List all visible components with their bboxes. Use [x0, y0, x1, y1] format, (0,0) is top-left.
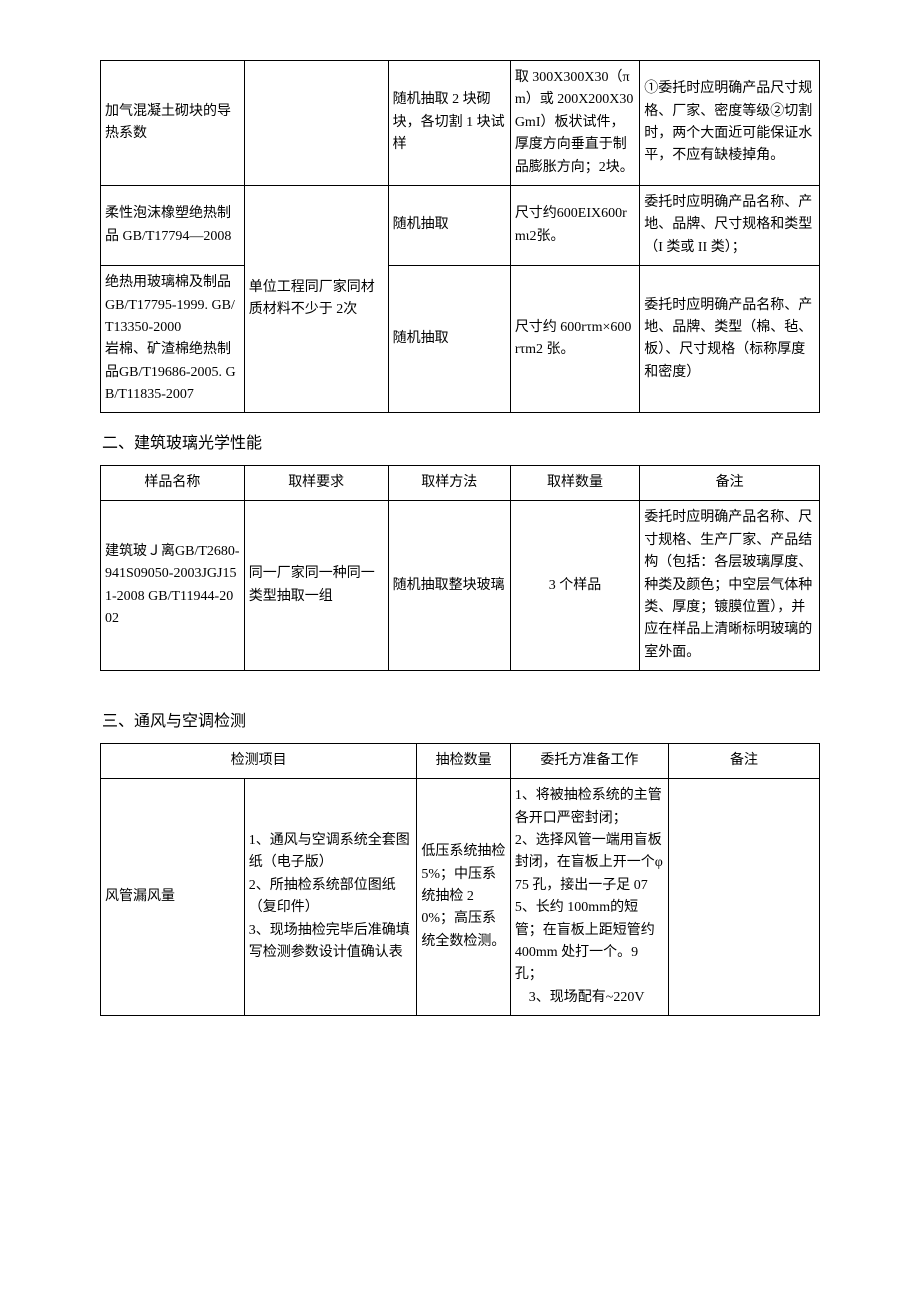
sample-remark: ①委托时应明确产品尺寸规格、厂家、密度等级②切割时，两个大面近可能保证水平，不应…	[640, 61, 820, 186]
sample-qty: 3 个样品	[510, 501, 639, 671]
section1-table: 加气混凝土砌块的导热系数 随机抽取 2 块砌块，各切割 1 块试样 取 300X…	[100, 60, 820, 413]
sample-method: 随机抽取整块玻璃	[388, 501, 510, 671]
sample-name: 柔性泡沫橡塑绝热制品 GB/T17794—2008	[101, 185, 245, 265]
section2-table: 样品名称 取样要求 取样方法 取样数量 备注 建筑玻Ｊ离GB/T2680-941…	[100, 465, 820, 671]
table-row: 柔性泡沫橡塑绝热制品 GB/T17794—2008 单位工程同厂家同材质材料不少…	[101, 185, 820, 265]
table-row: 建筑玻Ｊ离GB/T2680-941S09050-2003JGJ151-2008 …	[101, 501, 820, 671]
sample-remark: 委托时应明确产品名称、产地、品牌、类型（棉、毡、板）、尺寸规格（标称厚度和密度）	[640, 266, 820, 413]
sample-req: 同一厂家同一种同一类型抽取一组	[244, 501, 388, 671]
table-row: 绝热用玻璃棉及制品GB/T17795-1999. GB/T13350-2000 …	[101, 266, 820, 413]
col-header: 取样要求	[244, 466, 388, 501]
col-header: 取样数量	[510, 466, 639, 501]
sample-qty: 尺寸约600EIX600rmι2张。	[510, 185, 639, 265]
sample-remark: 委托时应明确产品名称、尺寸规格、生产厂家、产品结构（包括：各层玻璃厚度、种类及颜…	[640, 501, 820, 671]
col-header: 抽检数量	[417, 743, 510, 778]
col-header: 备注	[668, 743, 819, 778]
sample-remark: 委托时应明确产品名称、产地、品牌、尺寸规格和类型（I 类或 II 类）；	[640, 185, 820, 265]
header-row: 检测项目 抽检数量 委托方准备工作 备注	[101, 743, 820, 778]
header-row: 样品名称 取样要求 取样方法 取样数量 备注	[101, 466, 820, 501]
col-header: 取样方法	[388, 466, 510, 501]
section3-table: 检测项目 抽检数量 委托方准备工作 备注 风管漏风量 1、通风与空调系统全套图纸…	[100, 743, 820, 1016]
sample-name: 加气混凝土砌块的导热系数	[101, 61, 245, 186]
item-method: 低压系统抽检 5%；中压系统抽检 20%；高压系统全数检测。	[417, 779, 510, 1016]
sample-req: 单位工程同厂家同材质材料不少于 2次	[244, 185, 388, 413]
sample-qty: 尺寸约 600rτm×600rτm2 张。	[510, 266, 639, 413]
item-remark	[668, 779, 819, 1016]
sample-method: 随机抽取	[388, 266, 510, 413]
sample-name: 建筑玻Ｊ离GB/T2680-941S09050-2003JGJ151-2008 …	[101, 501, 245, 671]
item-req: 1、通风与空调系统全套图纸（电子版） 2、所抽检系统部位图纸（复印件） 3、现场…	[244, 779, 417, 1016]
col-header: 检测项目	[101, 743, 417, 778]
item-qty: 1、将被抽检系统的主管各开口严密封闭； 2、选择风管一端用盲板封闭，在盲板上开一…	[510, 779, 668, 1016]
sample-qty: 取 300X300X30（πm）或 200X200X30GmI）板状试件，厚度方…	[510, 61, 639, 186]
col-header: 样品名称	[101, 466, 245, 501]
sample-method: 随机抽取 2 块砌块，各切割 1 块试样	[388, 61, 510, 186]
table-row: 风管漏风量 1、通风与空调系统全套图纸（电子版） 2、所抽检系统部位图纸（复印件…	[101, 779, 820, 1016]
sample-name: 绝热用玻璃棉及制品GB/T17795-1999. GB/T13350-2000 …	[101, 266, 245, 413]
section3-title: 三、通风与空调检测	[100, 691, 820, 743]
col-header: 委托方准备工作	[510, 743, 668, 778]
sample-method: 随机抽取	[388, 185, 510, 265]
table-row: 加气混凝土砌块的导热系数 随机抽取 2 块砌块，各切割 1 块试样 取 300X…	[101, 61, 820, 186]
item-name: 风管漏风量	[101, 779, 245, 1016]
sample-req	[244, 61, 388, 186]
section2-title: 二、建筑玻璃光学性能	[100, 413, 820, 465]
col-header: 备注	[640, 466, 820, 501]
